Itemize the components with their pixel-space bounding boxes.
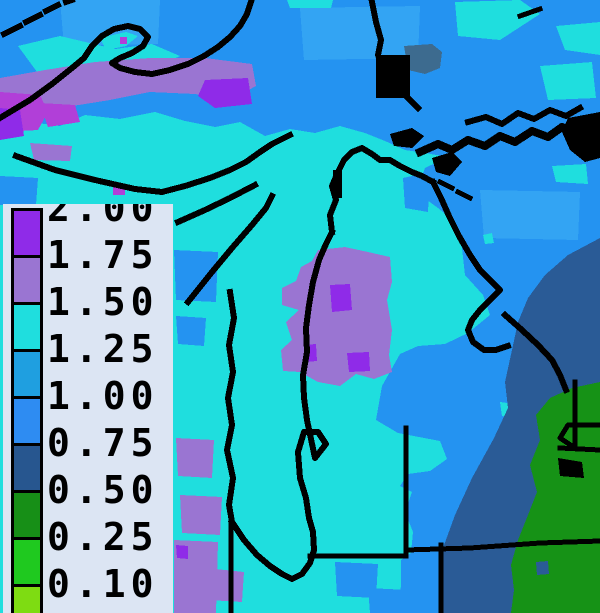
legend-swatch-0.75: [11, 443, 43, 493]
legend-swatch-1.75: [11, 255, 43, 305]
lake-huron-shoreline: [428, 177, 512, 353]
precip-patch-blue-light: [60, 0, 160, 46]
legend-swatch-1.50: [11, 302, 43, 352]
legend-swatch-1.25: [11, 349, 43, 399]
lake-erie-island-blob: [558, 458, 584, 478]
precip-patch-cyan: [483, 233, 494, 244]
precip-pocket-blue: [174, 250, 218, 302]
legend-swatch-0.25: [11, 537, 43, 587]
shore-segment: [403, 93, 423, 113]
precip-blob-magenta: [40, 103, 80, 127]
sault-area-outline: [376, 55, 410, 98]
precip-region-green: [511, 382, 600, 613]
straits-islands: [390, 128, 424, 148]
precip-dot-steel: [536, 561, 549, 575]
precip-blob-purple: [30, 143, 72, 161]
legend-swatch-0.10: [11, 584, 43, 613]
precip-blob-purple-bright: [198, 78, 252, 108]
precip-patch-cyan: [455, 0, 540, 40]
precip-patch-cyan: [540, 62, 596, 100]
precip-pocket-blue: [176, 316, 206, 346]
legend-label: 1.00: [47, 374, 159, 418]
legend-label: 1.50: [47, 280, 159, 324]
precip-dot-magenta: [120, 37, 127, 44]
green-bay-shoreline: [174, 180, 260, 226]
door-peninsula-shoreline: [183, 191, 277, 307]
lake-michigan-west-shore: [224, 288, 237, 526]
precip-spot-purple-bright: [347, 352, 370, 372]
legend-swatch-0.50: [11, 490, 43, 540]
isle-royale-outline: [0, 0, 76, 39]
grand-traverse-bay-mark: [333, 170, 342, 198]
precip-blob-purple-sw: [180, 495, 222, 535]
precip-pocket-blue: [403, 172, 430, 212]
precip-pocket-blue: [368, 588, 408, 613]
precip-patch-blue-light: [480, 190, 580, 240]
lake-michigan-east-shore: [227, 227, 337, 582]
straits-islands: [432, 152, 462, 176]
legend-label: 1.25: [47, 327, 159, 371]
precip-spot-purple-bright: [330, 284, 352, 312]
presque-isle-shore-dashes: [436, 178, 474, 202]
legend-label: 2.00: [47, 204, 159, 230]
lake-stclair-shoreline: [500, 310, 570, 394]
precip-patch-cyan: [406, 302, 418, 314]
precip-blob-slate: [404, 44, 442, 74]
lake-erie-shore-lines: [557, 379, 600, 453]
upper-peninsula-south-shore: [12, 130, 295, 195]
precip-patch-blue-light: [300, 6, 420, 60]
ontario-shore-band: [464, 103, 585, 127]
state-borders-south: [307, 425, 600, 613]
precip-pocket-blue: [0, 176, 38, 205]
legend-label: 0.25: [47, 515, 159, 559]
precip-blob-purple-sw: [206, 568, 244, 602]
precip-patch-cyan: [287, 0, 333, 8]
precip-patch-cyan-keweenaw: [100, 32, 138, 50]
legend-label: 0.75: [47, 421, 159, 465]
shore-dash-topright: [516, 5, 544, 20]
island-cluster-east: [562, 112, 600, 162]
lake-superior-shoreline: [0, 0, 255, 122]
legend-swatch-1.00: [11, 396, 43, 446]
legend-label: 1.75: [47, 233, 159, 277]
legend-swatch-2.00: [11, 208, 43, 258]
legend-label: 0.50: [47, 468, 159, 512]
legend-label: 0.10: [47, 562, 159, 606]
precip-pocket-blue: [335, 562, 378, 598]
precip-dot-purple-bright: [176, 545, 188, 559]
precip-legend: 2.00 1.75 1.50 1.25 1.00 0.75 0.50 0.25 …: [3, 204, 173, 613]
precip-patch-cyan: [556, 22, 600, 55]
precip-dot-magenta: [113, 186, 125, 195]
precip-blob-purple-sw: [176, 438, 214, 478]
precip-patch-cyan: [552, 164, 588, 184]
